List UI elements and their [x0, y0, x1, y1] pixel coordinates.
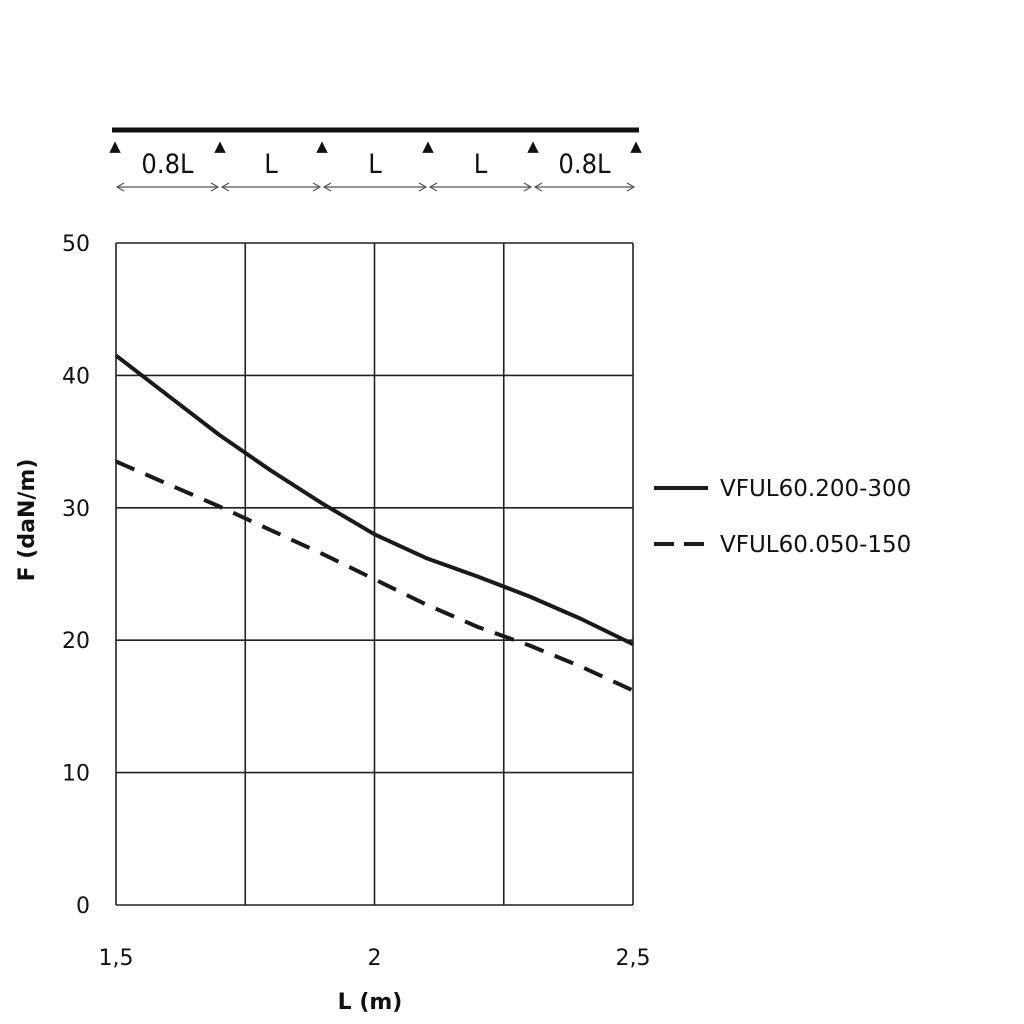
chart-series: [114, 353, 634, 693]
support-icon-1: ▲: [214, 137, 226, 155]
dimension-arrow-left-4: [533, 182, 543, 192]
legend-label-0: VFUL60.200-300: [720, 476, 911, 502]
x-tick-label-2: 2,5: [616, 946, 651, 971]
span-label-4: 0.8L: [558, 149, 611, 180]
dimension-arrow-left-1: [220, 182, 230, 192]
y-tick-label-3: 30: [62, 497, 90, 522]
dimension-arrow-right-1: [312, 182, 322, 192]
y-tick-labels: 0 10 20 30 40 50: [62, 232, 90, 919]
y-tick-label-1: 10: [62, 762, 90, 787]
y-axis-title: F (daN/m): [15, 459, 40, 582]
support-icon-4: ▲: [527, 137, 539, 155]
dimension-arrow-right-3: [523, 182, 533, 192]
x-axis-title: L (m): [338, 990, 403, 1015]
support-icon-2: ▲: [316, 137, 328, 155]
span-label-0: 0.8L: [141, 149, 194, 180]
dimension-arrow-left-2: [322, 182, 332, 192]
legend-label-1: VFUL60.050-150: [720, 532, 911, 558]
y-tick-label-4: 40: [62, 364, 90, 389]
y-tick-label-5: 50: [62, 232, 90, 257]
chart-grid: [115, 242, 634, 906]
dimension-arrow-left-3: [428, 182, 438, 192]
x-tick-label-1: 2: [368, 946, 382, 971]
support-icon-3: ▲: [422, 137, 434, 155]
dimension-arrow-left-0: [115, 182, 125, 192]
support-icon-0: ▲: [109, 137, 121, 155]
span-label-3: L: [474, 149, 488, 180]
span-label-1: L: [264, 149, 278, 180]
dimension-arrow-right-0: [210, 182, 220, 192]
beam-span-diagram: ▲ ▲ ▲ ▲ ▲ ▲ 0.8L L L L 0.8L: [109, 127, 642, 192]
y-tick-label-0: 0: [76, 894, 90, 919]
span-label-2: L: [368, 149, 382, 180]
series-line-0: [114, 353, 634, 646]
dimension-arrow-right-4: [626, 182, 636, 192]
chart-legend: VFUL60.200-300 VFUL60.050-150: [654, 476, 911, 558]
y-tick-label-2: 20: [62, 629, 90, 654]
x-tick-labels: 1,5 2 2,5: [99, 946, 651, 971]
x-tick-label-0: 1,5: [99, 946, 134, 971]
dimension-arrow-right-2: [418, 182, 428, 192]
support-icon-5: ▲: [630, 137, 642, 155]
